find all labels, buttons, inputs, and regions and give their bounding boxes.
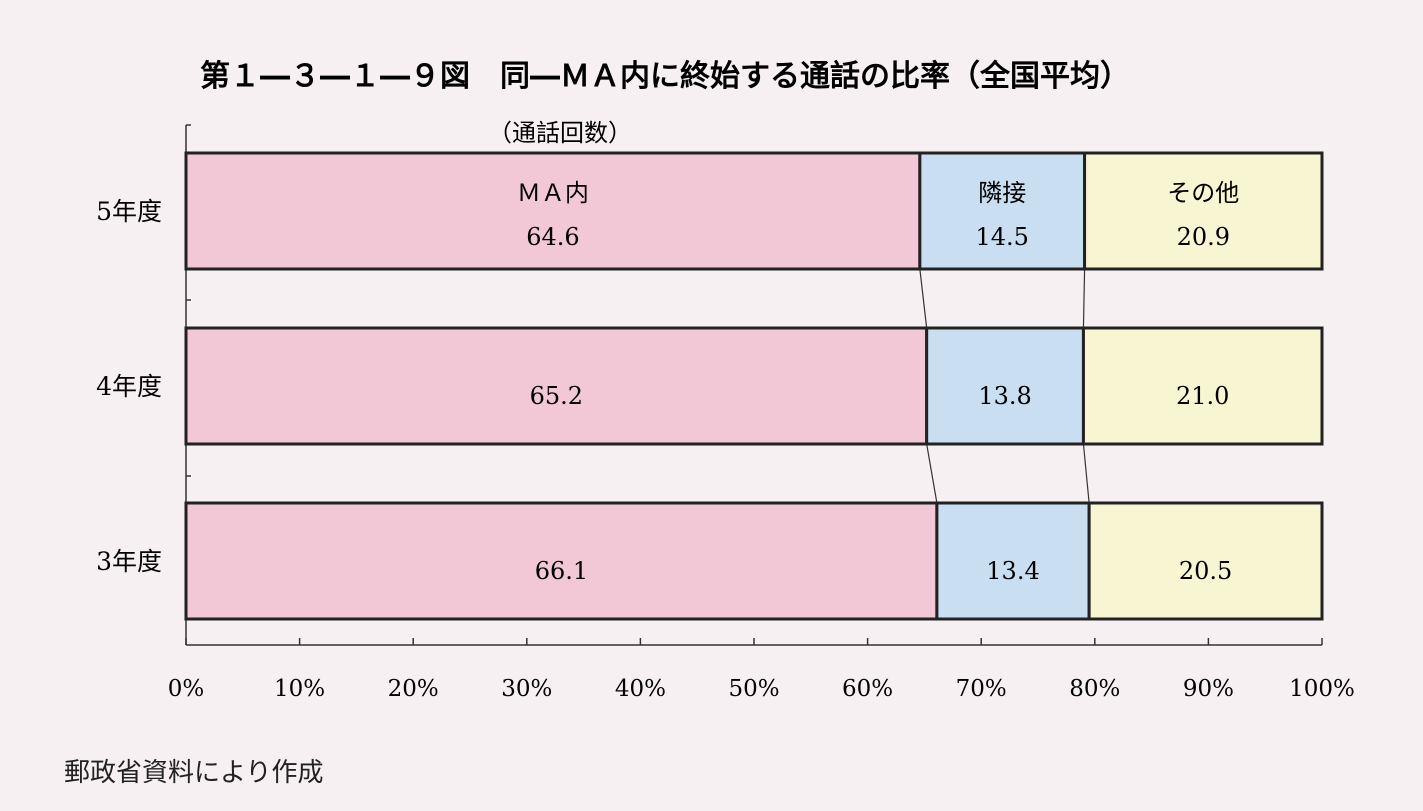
series-name-label: その他 bbox=[1167, 179, 1239, 207]
category-label: 3年度 bbox=[96, 547, 162, 576]
chart-title: 第１―３―１―９図 同―ＭＡ内に終始する通話の比率（全国平均） bbox=[200, 59, 1130, 94]
x-tick-label: 30% bbox=[501, 676, 552, 702]
x-tick-label: 100% bbox=[1289, 676, 1355, 702]
connector-line bbox=[919, 268, 928, 329]
data-label: 20.9 bbox=[1177, 223, 1230, 251]
x-tick-label: 60% bbox=[842, 676, 893, 702]
data-label: 66.1 bbox=[535, 557, 588, 585]
x-tick-label: 80% bbox=[1069, 676, 1120, 702]
data-label: 64.6 bbox=[526, 223, 579, 251]
bar-segment bbox=[1081, 326, 1324, 446]
category-label: 4年度 bbox=[96, 372, 162, 401]
x-tick-label: 0% bbox=[168, 676, 205, 702]
x-tick-label: 20% bbox=[388, 676, 439, 702]
data-label: 13.4 bbox=[986, 557, 1039, 585]
bar-segment bbox=[918, 151, 1087, 271]
x-tick-label: 10% bbox=[274, 676, 325, 702]
source-note: 郵政省資料により作成 bbox=[64, 758, 324, 788]
series-name-label: 隣接 bbox=[978, 179, 1026, 207]
unit-note: （通話回数） bbox=[488, 119, 632, 147]
connector-line bbox=[1082, 443, 1090, 504]
bar-segment bbox=[184, 151, 922, 271]
connector-lines bbox=[919, 268, 1090, 504]
bar-segment bbox=[184, 501, 939, 621]
x-tick-label: 40% bbox=[615, 676, 666, 702]
segment-labels: ＭＡ内 64.6 隣接 14.5 その他 20.9 65.2 13.8 21.0 66.1 13.4… bbox=[517, 179, 1239, 585]
x-tick-label: 70% bbox=[956, 676, 1007, 702]
bar-segment bbox=[925, 326, 1085, 446]
category-labels: 5年度 4年度 3年度 bbox=[96, 197, 162, 576]
x-tick-label: 50% bbox=[728, 676, 779, 702]
data-label: 20.5 bbox=[1179, 557, 1232, 585]
bar-segment bbox=[935, 501, 1091, 621]
connector-line bbox=[1082, 268, 1086, 329]
x-tick-label: 90% bbox=[1183, 676, 1234, 702]
bars bbox=[184, 151, 1324, 621]
data-label: 14.5 bbox=[975, 223, 1028, 251]
series-name-label: ＭＡ内 bbox=[517, 179, 589, 207]
data-label: 65.2 bbox=[530, 382, 583, 410]
x-tick-labels: 0% 10% 20% 30% 40% 50% 60% 70% 80% 90% 100% bbox=[168, 638, 1355, 702]
data-label: 13.8 bbox=[978, 382, 1031, 410]
category-label: 5年度 bbox=[96, 197, 162, 226]
bar-segment bbox=[1083, 151, 1324, 271]
connector-line bbox=[926, 443, 938, 504]
data-label: 21.0 bbox=[1176, 382, 1229, 410]
bar-segment bbox=[1087, 501, 1324, 621]
